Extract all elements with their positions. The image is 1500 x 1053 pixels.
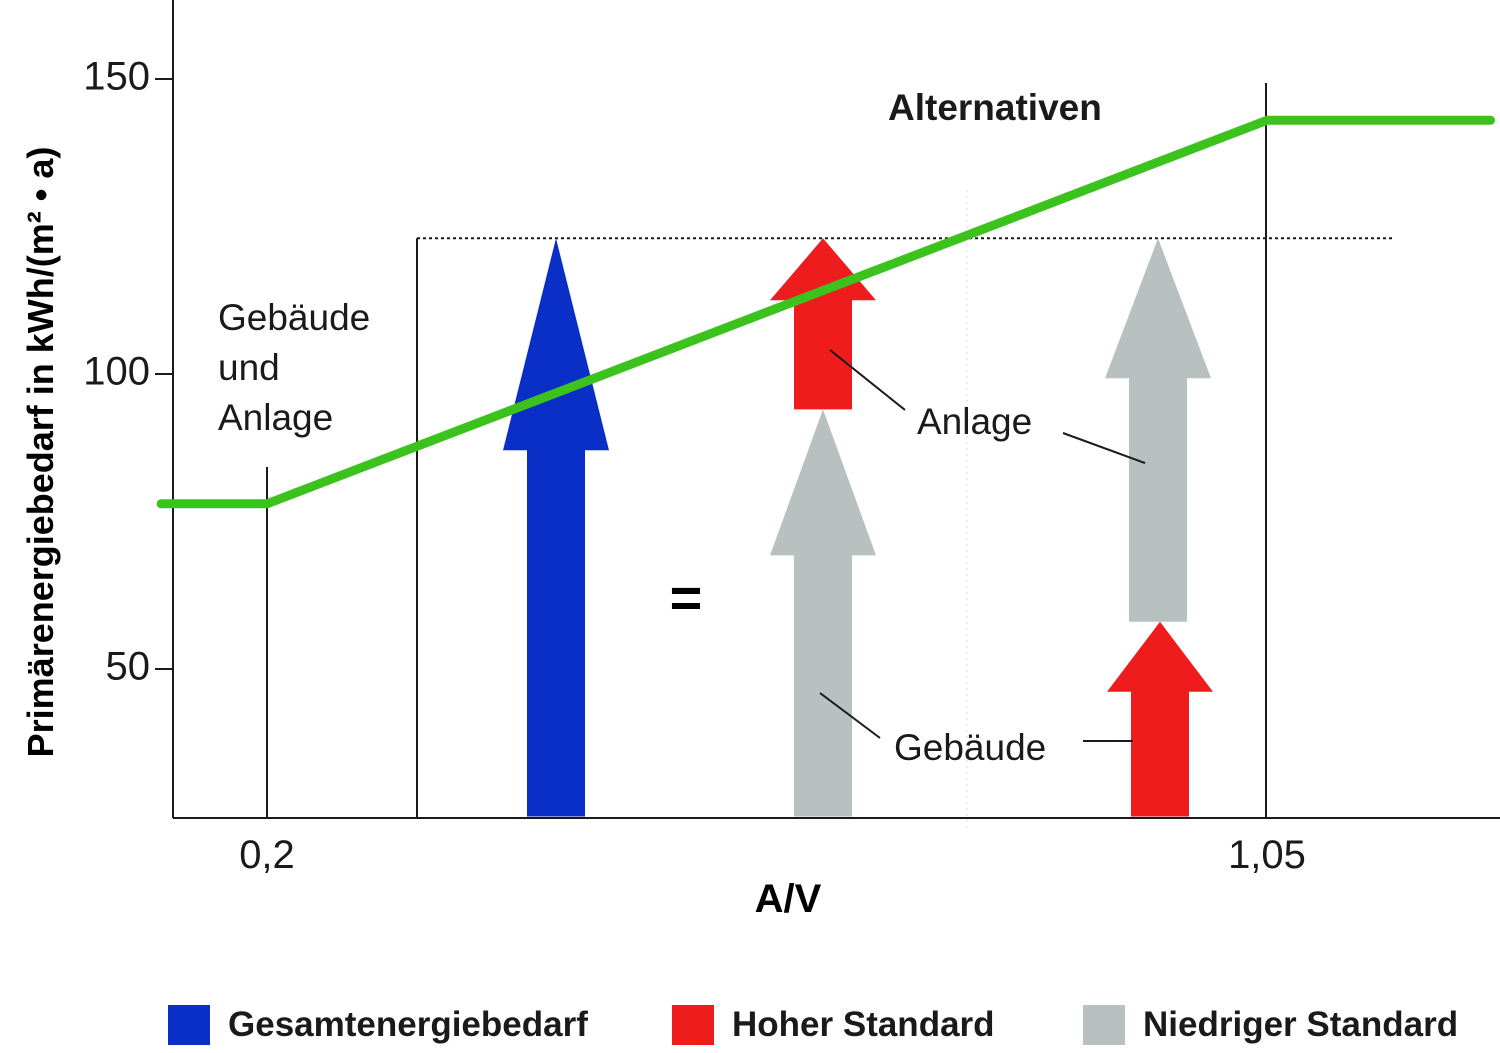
leader-anlage-right (1062, 432, 1146, 464)
legend-swatch-high (672, 1005, 714, 1045)
arrow-low-building (770, 409, 876, 817)
legend-swatch-low (1083, 1005, 1125, 1045)
annotation-alternatives: Alternativen (888, 87, 1102, 128)
series-line (156, 115, 1496, 509)
y-tick-label-50: 50 (106, 645, 151, 689)
chart: 150 100 50 Primärenergiebedarf in kWh/(m… (20, 0, 1500, 921)
annotation-anlage: Anlage (917, 401, 1032, 442)
arrow-high-plant (770, 238, 876, 410)
legend-swatch-total (168, 1005, 210, 1045)
y-tick-label-150: 150 (83, 55, 150, 99)
leader-gebaeude-left (819, 692, 881, 739)
legend-label-low: Niedriger Standard (1143, 1005, 1459, 1044)
x-axis-label: A/V (755, 877, 822, 921)
x-tick-label-1-05: 1,05 (1228, 833, 1306, 877)
annotation-gebaeude: Gebäude (218, 297, 370, 338)
x-tick-label-0-2: 0,2 (239, 833, 295, 877)
legend-item-total: Gesamtenergiebedarf (168, 1005, 588, 1045)
arrow-total (503, 238, 609, 817)
y-tick-label-100: 100 (83, 350, 150, 394)
annotation-gebaeude-right: Gebäude (894, 727, 1046, 768)
legend: Gesamtenergiebedarf Hoher Standard Niedr… (0, 1005, 1500, 1053)
annotation-und: und (218, 347, 280, 388)
leader-anlage-left (829, 349, 906, 411)
arrow-high-building (1107, 621, 1213, 817)
legend-item-high: Hoher Standard (672, 1005, 995, 1045)
equals-sign: = (670, 566, 703, 629)
legend-label-total: Gesamtenergiebedarf (228, 1005, 588, 1044)
y-axis-label: Primärenergiebedarf in kWh/(m² • a) (20, 147, 61, 758)
annotation-anlage-left: Anlage (218, 397, 333, 438)
arrow-low-plant (1105, 238, 1211, 622)
legend-item-low: Niedriger Standard (1083, 1005, 1458, 1045)
legend-label-high: Hoher Standard (732, 1005, 995, 1044)
